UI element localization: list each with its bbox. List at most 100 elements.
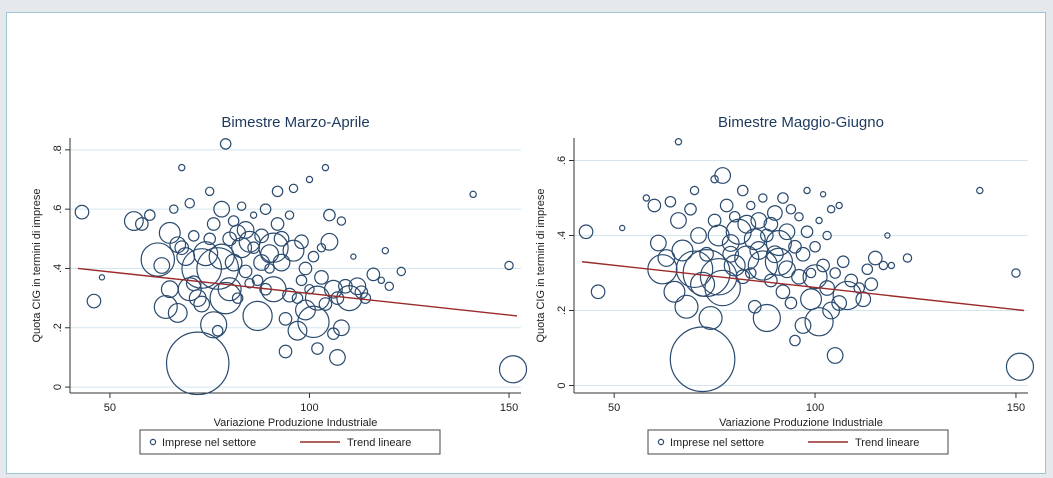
- chart1-point-19: [669, 326, 736, 393]
- chart1-point-68: [803, 186, 811, 195]
- chart0-point-74: [298, 261, 313, 276]
- chart0-point-86: [320, 232, 339, 251]
- chart0-point-97: [348, 277, 367, 296]
- chart1-point-3: [642, 194, 651, 202]
- chart1-point-46: [758, 193, 768, 203]
- chart1-point-85: [836, 255, 850, 269]
- chart1-point-84: [831, 295, 848, 311]
- chart0-point-31: [211, 324, 224, 337]
- chart1-point-90: [861, 263, 874, 276]
- chart1-point-64: [791, 268, 807, 285]
- chart1-point-22: [698, 305, 723, 331]
- chart0-point-68: [282, 239, 305, 262]
- chart1-point-95: [887, 261, 896, 270]
- chart0-point-2: [98, 274, 106, 281]
- chart0-point-77: [305, 175, 314, 184]
- chart0-point-6: [140, 242, 176, 277]
- chart0-point-91: [329, 349, 346, 366]
- chart1-point-50: [764, 273, 778, 288]
- chart1-point-99: [1005, 352, 1035, 381]
- chart0-point-61: [271, 185, 284, 198]
- chart0-point-11: [169, 204, 179, 214]
- chart1-point-56: [775, 284, 791, 300]
- chart1-point-57: [778, 223, 796, 241]
- chart1-point-63: [794, 211, 804, 222]
- chart0-point-23: [181, 248, 223, 289]
- chart1-point-12: [671, 239, 694, 262]
- chart1-point-16: [689, 185, 700, 196]
- chart0-point-100: [366, 267, 381, 282]
- chart1-ytick-label-2: .4: [556, 231, 568, 240]
- chart0-trend-line: [77, 267, 518, 317]
- chart0-ytick-label-2: .4: [52, 264, 64, 273]
- chart1-xtick-label-0: 50: [608, 402, 620, 414]
- chart0-point-105: [469, 190, 477, 199]
- chart0-point-87: [323, 208, 336, 222]
- chart0-point-41: [231, 292, 244, 304]
- chart0-point-90: [330, 291, 345, 305]
- chart1-point-79: [826, 205, 836, 214]
- chart1-plot-area: [574, 138, 1028, 393]
- chart1-point-62: [789, 334, 801, 347]
- chart1-point-96: [902, 253, 913, 263]
- chart1-legend-box: [647, 429, 949, 455]
- chart0-point-72: [295, 274, 308, 287]
- chart0-point-34: [209, 281, 242, 315]
- chart1-xtick-label-2: 150: [1007, 402, 1025, 414]
- chart0-point-7: [153, 257, 171, 274]
- chart0-point-52: [254, 228, 269, 244]
- chart1-point-32: [728, 210, 741, 223]
- chart0-point-67: [282, 287, 297, 303]
- chart1-point-83: [835, 201, 843, 210]
- chart1-point-73: [815, 216, 823, 225]
- chart0-legend-box: [139, 429, 441, 455]
- chart1-point-89: [855, 291, 872, 308]
- chart0-point-66: [284, 210, 295, 220]
- chart1-point-69: [805, 267, 817, 279]
- chart0-xlabel: Variazione Produzione Industriale: [214, 417, 378, 429]
- chart1-point-35: [736, 184, 749, 197]
- chart1-trend-line: [581, 261, 1025, 312]
- chart1-point-67: [800, 225, 814, 239]
- chart1-point-17: [690, 227, 707, 244]
- chart1-legend-marker-label: Imprese nel settore: [670, 437, 764, 449]
- chart1-point-10: [674, 138, 683, 146]
- chart0-point-104: [396, 266, 407, 277]
- chart0-point-57: [264, 263, 275, 274]
- chart1-point-81: [829, 267, 841, 279]
- chart1-point-86: [832, 280, 862, 311]
- chart1-point-72: [802, 264, 828, 290]
- chart0-ytick-label-0: 0: [52, 384, 64, 390]
- chart0-point-103: [384, 281, 395, 292]
- chart0-title: Bimestre Marzo-Aprile: [221, 114, 369, 131]
- chart1-ytick-label-0: 0: [556, 382, 568, 388]
- chart0-point-99: [359, 292, 372, 304]
- chart0-point-14: [178, 163, 186, 172]
- chart0-point-78: [307, 250, 320, 263]
- chart1-point-60: [784, 296, 798, 310]
- chart1-point-5: [649, 234, 667, 252]
- chart0-point-24: [193, 295, 211, 313]
- chart0-point-65: [278, 344, 293, 359]
- chart1-point-26: [707, 224, 730, 247]
- chart1-point-93: [878, 260, 889, 271]
- chart1-point-15: [675, 250, 714, 289]
- chart1-point-2: [619, 224, 626, 232]
- chart0-point-4: [135, 217, 149, 231]
- chart0-point-102: [381, 246, 390, 255]
- chart0-point-13: [167, 302, 188, 323]
- chart1-point-71: [809, 240, 821, 253]
- chart0-xtick-label-2: 150: [500, 402, 518, 414]
- chart0-point-60: [270, 217, 285, 231]
- chart-marzo-aprile: 0 .2 .4 .6 .8 50 100 150 Bimestre Marzo-Aprile Va…: [28, 108, 528, 468]
- chart0-point-63: [272, 253, 291, 272]
- chart0-plot-area: [70, 138, 521, 393]
- chart1-point-45: [747, 250, 778, 281]
- chart1-point-66: [794, 317, 812, 334]
- chart1-point-76: [819, 191, 827, 198]
- chart1-point-87: [844, 273, 859, 288]
- chart0-ytick-label-3: .6: [52, 205, 64, 214]
- chart1-point-4: [647, 198, 662, 213]
- chart0-point-48: [249, 211, 258, 219]
- chart1-point-31: [721, 234, 740, 252]
